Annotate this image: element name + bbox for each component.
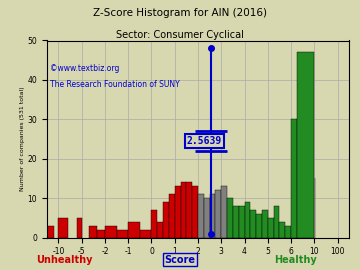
Bar — [169, 194, 175, 238]
Bar — [163, 202, 169, 238]
Bar — [175, 186, 181, 238]
Bar — [192, 186, 198, 238]
Bar — [152, 210, 157, 238]
Bar — [181, 183, 186, 238]
Text: Score: Score — [165, 255, 195, 265]
Text: ©www.textbiz.org: ©www.textbiz.org — [50, 64, 119, 73]
Bar — [262, 210, 268, 238]
Bar — [105, 226, 117, 238]
Bar — [89, 226, 97, 238]
Text: Unhealthy: Unhealthy — [37, 255, 93, 265]
Text: Sector: Consumer Cyclical: Sector: Consumer Cyclical — [116, 30, 244, 40]
Bar — [291, 119, 297, 238]
Bar — [279, 222, 285, 238]
Text: Healthy: Healthy — [274, 255, 316, 265]
Bar — [157, 222, 163, 238]
Bar — [215, 190, 221, 238]
Bar — [250, 210, 256, 238]
Bar — [233, 206, 239, 238]
Bar — [204, 198, 210, 238]
Bar — [58, 218, 68, 238]
Bar — [186, 183, 192, 238]
Bar — [285, 226, 291, 238]
Bar — [244, 202, 250, 238]
Bar — [97, 230, 105, 238]
Bar — [221, 186, 227, 238]
Bar — [239, 206, 244, 238]
Bar — [140, 230, 152, 238]
Bar — [297, 52, 314, 238]
Bar — [256, 214, 262, 238]
Bar — [210, 194, 215, 238]
Bar — [35, 226, 54, 238]
Bar — [128, 222, 140, 238]
Text: 2.5639: 2.5639 — [186, 136, 222, 146]
Bar — [268, 218, 274, 238]
Text: Z-Score Histogram for AIN (2016): Z-Score Histogram for AIN (2016) — [93, 8, 267, 18]
Y-axis label: Number of companies (531 total): Number of companies (531 total) — [19, 87, 24, 191]
Bar — [198, 194, 204, 238]
Text: The Research Foundation of SUNY: The Research Foundation of SUNY — [50, 80, 180, 89]
Bar — [274, 206, 279, 238]
Bar — [77, 218, 82, 238]
Bar — [227, 198, 233, 238]
Bar — [117, 230, 128, 238]
